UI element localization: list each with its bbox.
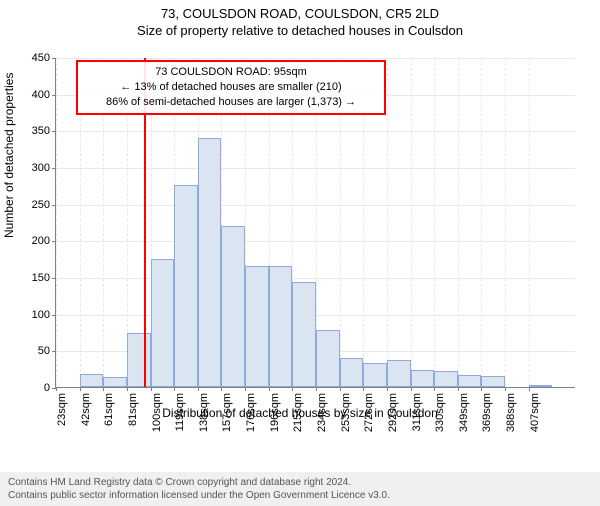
- footer-line-2: Contains public sector information licen…: [8, 489, 592, 502]
- gridline-v: [434, 58, 435, 387]
- ytick-label: 400: [32, 89, 50, 101]
- annotation-box: 73 COULSDON ROAD: 95sqm← 13% of detached…: [76, 60, 386, 115]
- xtick-mark: [127, 387, 128, 391]
- histogram-bar: [151, 259, 175, 387]
- xtick-mark: [103, 387, 104, 391]
- histogram-bar: [198, 138, 222, 387]
- plot-region: 05010015020025030035040045023sqm42sqm61s…: [55, 58, 575, 388]
- histogram-bar: [292, 282, 316, 387]
- gridline-v: [411, 58, 412, 387]
- histogram-bar: [127, 333, 151, 387]
- xtick-mark: [363, 387, 364, 391]
- xtick-mark: [221, 387, 222, 391]
- chart-titles: 73, COULSDON ROAD, COULSDON, CR5 2LD Siz…: [0, 6, 600, 38]
- histogram-bar: [221, 226, 245, 387]
- ytick-label: 350: [32, 125, 50, 137]
- annotation-line: ← 13% of detached houses are smaller (21…: [84, 80, 378, 95]
- x-axis-label: Distribution of detached houses by size …: [0, 406, 600, 420]
- histogram-bar: [434, 371, 458, 387]
- y-axis-label: Number of detached properties: [2, 73, 16, 238]
- ytick-label: 300: [32, 162, 50, 174]
- histogram-bar: [340, 358, 364, 387]
- title-line-1: 73, COULSDON ROAD, COULSDON, CR5 2LD: [0, 6, 600, 21]
- histogram-bar: [411, 370, 435, 387]
- xtick-mark: [434, 387, 435, 391]
- xtick-mark: [411, 387, 412, 391]
- xtick-mark: [151, 387, 152, 391]
- histogram-bar: [174, 185, 198, 387]
- xtick-mark: [505, 387, 506, 391]
- annotation-line: 73 COULSDON ROAD: 95sqm: [84, 65, 378, 80]
- ytick-label: 100: [32, 309, 50, 321]
- ytick-label: 200: [32, 235, 50, 247]
- histogram-bar: [529, 385, 553, 387]
- histogram-bar: [458, 375, 482, 387]
- gridline-v: [481, 58, 482, 387]
- footer-line-1: Contains HM Land Registry data © Crown c…: [8, 476, 592, 489]
- gridline-v: [505, 58, 506, 387]
- xtick-mark: [245, 387, 246, 391]
- histogram-bar: [269, 266, 293, 387]
- histogram-bar: [387, 360, 411, 387]
- histogram-bar: [481, 376, 505, 387]
- gridline-v: [458, 58, 459, 387]
- xtick-mark: [481, 387, 482, 391]
- xtick-mark: [80, 387, 81, 391]
- ytick-label: 50: [38, 345, 50, 357]
- xtick-mark: [316, 387, 317, 391]
- xtick-mark: [458, 387, 459, 391]
- histogram-bar: [245, 266, 269, 387]
- histogram-bar: [80, 374, 104, 387]
- xtick-mark: [56, 387, 57, 391]
- histogram-bar: [363, 363, 387, 387]
- xtick-mark: [269, 387, 270, 391]
- xtick-mark: [340, 387, 341, 391]
- xtick-mark: [387, 387, 388, 391]
- ytick-label: 0: [44, 382, 50, 394]
- xtick-mark: [174, 387, 175, 391]
- gridline-v: [387, 58, 388, 387]
- xtick-mark: [198, 387, 199, 391]
- annotation-line: 86% of semi-detached houses are larger (…: [84, 95, 378, 110]
- gridline-v: [56, 58, 57, 387]
- ytick-label: 150: [32, 272, 50, 284]
- xtick-mark: [529, 387, 530, 391]
- title-line-2: Size of property relative to detached ho…: [0, 23, 600, 38]
- ytick-label: 450: [32, 52, 50, 64]
- chart-area: Number of detached properties 0501001502…: [0, 38, 600, 458]
- gridline-v: [529, 58, 530, 387]
- xtick-mark: [292, 387, 293, 391]
- histogram-bar: [103, 377, 127, 387]
- ytick-label: 250: [32, 199, 50, 211]
- attribution-footer: Contains HM Land Registry data © Crown c…: [0, 472, 600, 506]
- histogram-bar: [316, 330, 340, 387]
